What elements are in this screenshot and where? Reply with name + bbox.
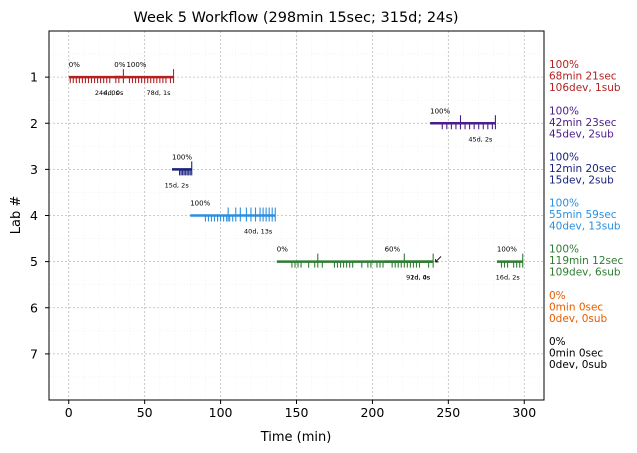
lab-5-summary-line: 109dev, 6sub	[549, 267, 621, 279]
x-tick-label: 100	[209, 405, 233, 420]
lab-2-summary-line: 42min 23sec	[549, 117, 617, 129]
grid	[49, 31, 544, 400]
annotation-arrow: ↙	[434, 253, 443, 266]
lab-2-summary-line: 100%	[549, 105, 579, 117]
y-tick-label: 6	[30, 300, 38, 315]
segment-end-label: 16d, 2s	[496, 274, 521, 282]
lab-4-summary-line: 55min 59sec	[549, 209, 617, 221]
lab-6-summary-line: 0min 0sec	[549, 301, 603, 313]
x-tick-label: 150	[285, 405, 309, 420]
lab-4-summary-line: 100%	[549, 198, 579, 210]
x-tick-label: 0	[65, 405, 73, 420]
lab-1-summary-line: 100%	[549, 59, 579, 71]
lab-6-summary-line: 0%	[549, 290, 566, 302]
segment-start-label: 100%	[190, 200, 210, 208]
lab-5-summary-line: 119min 12sec	[549, 255, 623, 267]
y-tick-label: 5	[30, 254, 38, 269]
segment-start-label: 60%	[385, 246, 401, 254]
lab-3-summary-line: 100%	[549, 151, 579, 163]
segment-end-label: 45d, 2s	[468, 135, 493, 143]
segment-start-label: 0%	[69, 61, 80, 69]
lab-2-summary-line: 45dev, 2sub	[549, 128, 614, 140]
y-tick-label: 4	[30, 208, 38, 223]
x-tick-label: 50	[137, 405, 153, 420]
x-tick-label: 300	[512, 405, 536, 420]
y-tick-label: 1	[30, 70, 38, 85]
segment-end-label: 2d, 0s	[410, 274, 431, 282]
chart-marks: 0% 24d, 0s 0% 4d, 0s 100% 78d, 1s 100% 45d, 2s 1…	[68, 61, 524, 282]
segment-end-label: 78d, 1s	[146, 89, 171, 97]
segment-start-label: 100%	[430, 107, 450, 115]
x-axis-label: Time (min)	[260, 430, 332, 445]
segment-end-label: 40d, 13s	[244, 228, 273, 236]
y-axis-label: Lab #	[9, 196, 24, 235]
lab-7-summary-line: 0dev, 0sub	[549, 359, 608, 371]
segment-start-label: 0%	[114, 61, 125, 69]
y-tick-label: 7	[30, 346, 38, 361]
x-tick-label: 250	[436, 405, 460, 420]
segment-start-label: 0%	[277, 246, 288, 254]
segment-start-label: 100%	[126, 61, 146, 69]
lab-6-summary-line: 0dev, 0sub	[549, 313, 608, 325]
x-axis: 0 50 100 150 200 250 300	[65, 400, 536, 420]
y-axis: 1 2 3 4 5 6 7	[30, 70, 49, 361]
x-tick-label: 200	[360, 405, 384, 420]
lab-3-summary-line: 12min 20sec	[549, 163, 617, 175]
y-tick-label: 2	[30, 116, 38, 131]
segment-end-label: 4d, 0s	[104, 89, 125, 97]
lab-5-summary-line: 100%	[549, 244, 579, 256]
lab-1-summary-line: 68min 21sec	[549, 71, 617, 83]
lab-4-summary-line: 40dev, 13sub	[549, 221, 621, 233]
lab-3-summary-line: 15dev, 2sub	[549, 174, 614, 186]
segment-start-label: 100%	[172, 153, 192, 161]
lab-7-summary-line: 0%	[549, 336, 566, 348]
segment-end-label: 91d, 4s	[406, 274, 431, 282]
lab-7-summary-line: 0min 0sec	[549, 347, 603, 359]
lab-1-summary-line: 106dev, 1sub	[549, 82, 621, 94]
chart-title: Week 5 Workflow (298min 15sec; 315d; 24s…	[133, 10, 458, 26]
segment-start-label: 100%	[497, 246, 517, 254]
segment-end-label: 24d, 0s	[95, 89, 120, 97]
segment-end-label: 15d, 2s	[165, 181, 190, 189]
y-tick-label: 3	[30, 162, 38, 177]
